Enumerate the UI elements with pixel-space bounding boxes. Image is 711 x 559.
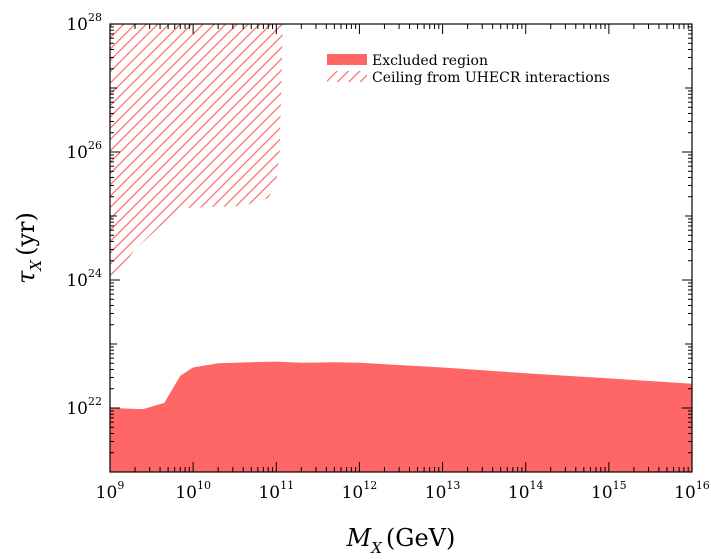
legend-swatch-uhecr xyxy=(327,71,367,82)
y-axis-label-sub: X xyxy=(27,259,45,272)
x-axis-label-main: M xyxy=(346,524,373,552)
tick-labels-layer: 109 1010 1011 1012 1013 1014 1015 1016 1022 1024 1… xyxy=(66,11,709,503)
y-axis-label-main: τ xyxy=(12,270,40,284)
x-tick-label: 1010 xyxy=(175,479,211,503)
y-axis-label: τX (yr) xyxy=(12,212,45,284)
series-layer xyxy=(110,24,692,472)
x-tick-label: 1015 xyxy=(591,479,627,503)
legend-label-excluded: Excluded region xyxy=(372,53,488,69)
x-tick-label: 1013 xyxy=(425,479,461,503)
excluded-region-area xyxy=(110,361,692,472)
x-tick-label: 1016 xyxy=(674,479,710,503)
x-axis-label-rest: (GeV) xyxy=(386,524,455,552)
x-axis-label-sub: X xyxy=(370,539,383,557)
y-tick-label: 1026 xyxy=(66,139,102,163)
y-tick-label: 1028 xyxy=(66,11,102,35)
y-tick-label: 1024 xyxy=(66,267,102,291)
ticks-layer xyxy=(109,23,693,473)
plot-frame xyxy=(109,23,693,473)
x-tick-label: 1014 xyxy=(508,479,544,503)
legend-label-uhecr: Ceiling from UHECR interactions xyxy=(372,70,610,86)
x-tick-label: 1012 xyxy=(342,479,378,503)
uhecr-ceiling-area xyxy=(110,24,283,283)
x-axis-label: MX (GeV) xyxy=(346,524,456,557)
y-axis-label-rest: (yr) xyxy=(12,212,40,256)
x-tick-label: 109 xyxy=(96,479,125,503)
legend-swatch-excluded xyxy=(327,54,367,65)
y-tick-label: 1022 xyxy=(66,395,102,419)
x-tick-label: 1011 xyxy=(258,479,294,503)
